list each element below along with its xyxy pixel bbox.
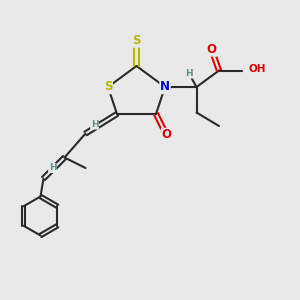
Text: H: H <box>49 164 56 172</box>
Text: O: O <box>161 128 172 142</box>
Text: H: H <box>91 120 98 129</box>
Text: OH: OH <box>248 64 266 74</box>
Text: S: S <box>104 80 112 94</box>
Text: N: N <box>160 80 170 94</box>
Text: S: S <box>132 34 141 47</box>
Text: H: H <box>185 69 193 78</box>
Text: O: O <box>206 43 217 56</box>
